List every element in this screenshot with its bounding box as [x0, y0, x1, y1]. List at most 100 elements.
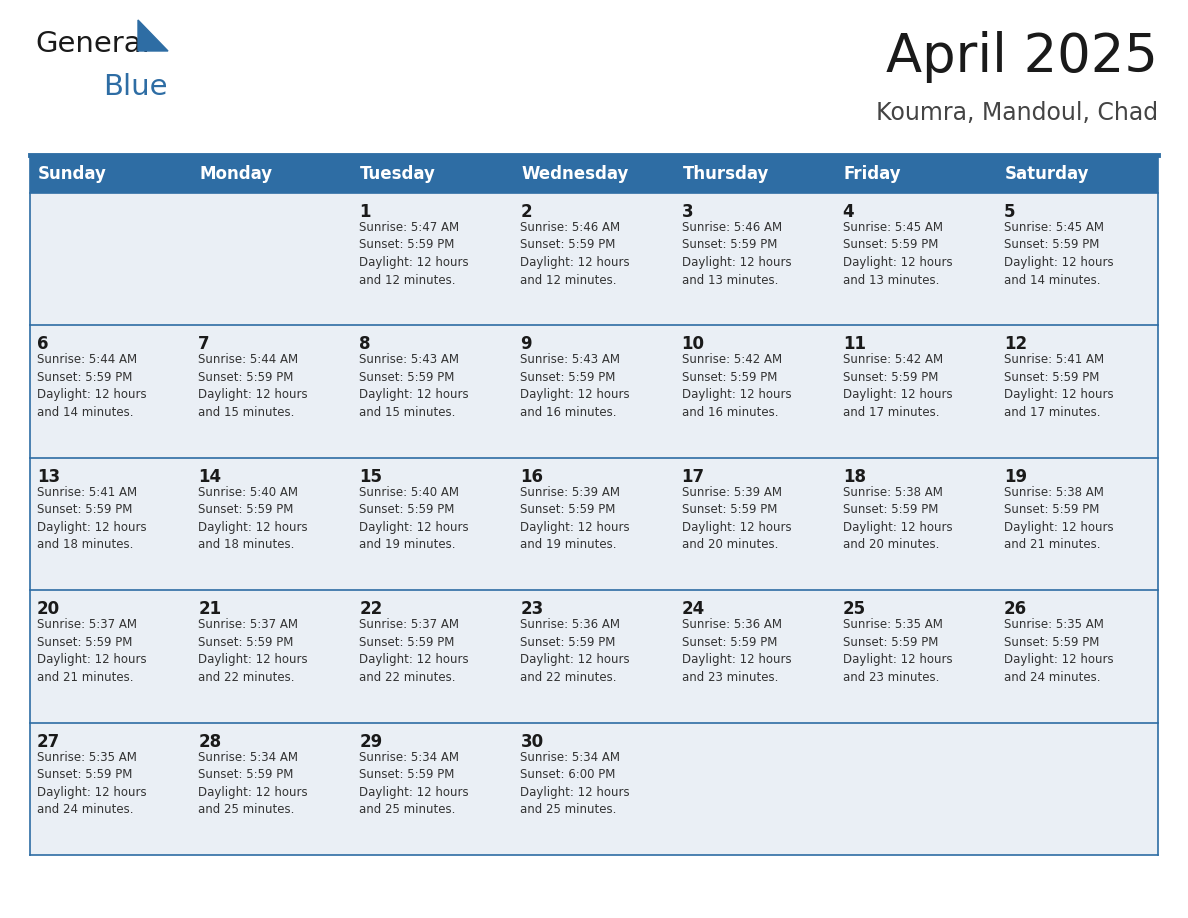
Bar [513, 193, 675, 325]
Bar [191, 458, 353, 590]
Bar [675, 458, 835, 590]
Bar [353, 590, 513, 722]
Bar [353, 155, 513, 193]
Text: 30: 30 [520, 733, 544, 751]
Text: 27: 27 [37, 733, 61, 751]
Bar [835, 325, 997, 458]
Bar [997, 590, 1158, 722]
Bar [353, 458, 513, 590]
Text: 13: 13 [37, 468, 61, 486]
Text: Sunrise: 5:44 AM
Sunset: 5:59 PM
Daylight: 12 hours
and 14 minutes.: Sunrise: 5:44 AM Sunset: 5:59 PM Dayligh… [37, 353, 146, 419]
Text: 4: 4 [842, 203, 854, 221]
Text: 23: 23 [520, 600, 544, 618]
Text: Sunrise: 5:42 AM
Sunset: 5:59 PM
Daylight: 12 hours
and 17 minutes.: Sunrise: 5:42 AM Sunset: 5:59 PM Dayligh… [842, 353, 953, 419]
Text: 10: 10 [682, 335, 704, 353]
Text: 11: 11 [842, 335, 866, 353]
Bar [30, 590, 191, 722]
Bar [513, 590, 675, 722]
Text: Sunrise: 5:35 AM
Sunset: 5:59 PM
Daylight: 12 hours
and 23 minutes.: Sunrise: 5:35 AM Sunset: 5:59 PM Dayligh… [842, 618, 953, 684]
Text: 8: 8 [359, 335, 371, 353]
Text: Blue: Blue [103, 73, 168, 101]
Text: 22: 22 [359, 600, 383, 618]
Bar [30, 155, 191, 193]
Text: April 2025: April 2025 [886, 31, 1158, 83]
Text: Sunrise: 5:41 AM
Sunset: 5:59 PM
Daylight: 12 hours
and 17 minutes.: Sunrise: 5:41 AM Sunset: 5:59 PM Dayligh… [1004, 353, 1113, 419]
Text: Sunrise: 5:38 AM
Sunset: 5:59 PM
Daylight: 12 hours
and 21 minutes.: Sunrise: 5:38 AM Sunset: 5:59 PM Dayligh… [1004, 486, 1113, 552]
Text: 2: 2 [520, 203, 532, 221]
Text: 14: 14 [198, 468, 221, 486]
Bar [997, 325, 1158, 458]
Bar [675, 155, 835, 193]
Text: 12: 12 [1004, 335, 1026, 353]
Text: Sunrise: 5:38 AM
Sunset: 5:59 PM
Daylight: 12 hours
and 20 minutes.: Sunrise: 5:38 AM Sunset: 5:59 PM Dayligh… [842, 486, 953, 552]
Text: 18: 18 [842, 468, 866, 486]
Text: Sunrise: 5:34 AM
Sunset: 6:00 PM
Daylight: 12 hours
and 25 minutes.: Sunrise: 5:34 AM Sunset: 6:00 PM Dayligh… [520, 751, 630, 816]
Text: 25: 25 [842, 600, 866, 618]
Text: Thursday: Thursday [683, 165, 769, 183]
Text: Sunrise: 5:39 AM
Sunset: 5:59 PM
Daylight: 12 hours
and 19 minutes.: Sunrise: 5:39 AM Sunset: 5:59 PM Dayligh… [520, 486, 630, 552]
Bar [997, 155, 1158, 193]
Text: 21: 21 [198, 600, 221, 618]
Text: Sunrise: 5:44 AM
Sunset: 5:59 PM
Daylight: 12 hours
and 15 minutes.: Sunrise: 5:44 AM Sunset: 5:59 PM Dayligh… [198, 353, 308, 419]
Text: 19: 19 [1004, 468, 1026, 486]
Bar [835, 458, 997, 590]
Text: 24: 24 [682, 600, 704, 618]
Text: Koumra, Mandoul, Chad: Koumra, Mandoul, Chad [876, 101, 1158, 125]
Bar [997, 722, 1158, 855]
Text: Sunrise: 5:39 AM
Sunset: 5:59 PM
Daylight: 12 hours
and 20 minutes.: Sunrise: 5:39 AM Sunset: 5:59 PM Dayligh… [682, 486, 791, 552]
Bar [835, 155, 997, 193]
Bar [30, 458, 191, 590]
Text: Sunrise: 5:42 AM
Sunset: 5:59 PM
Daylight: 12 hours
and 16 minutes.: Sunrise: 5:42 AM Sunset: 5:59 PM Dayligh… [682, 353, 791, 419]
Bar [513, 155, 675, 193]
Text: 1: 1 [359, 203, 371, 221]
Bar [30, 193, 191, 325]
Text: Sunrise: 5:35 AM
Sunset: 5:59 PM
Daylight: 12 hours
and 24 minutes.: Sunrise: 5:35 AM Sunset: 5:59 PM Dayligh… [1004, 618, 1113, 684]
Bar [191, 590, 353, 722]
Text: 16: 16 [520, 468, 543, 486]
Text: 26: 26 [1004, 600, 1026, 618]
Text: Sunrise: 5:36 AM
Sunset: 5:59 PM
Daylight: 12 hours
and 22 minutes.: Sunrise: 5:36 AM Sunset: 5:59 PM Dayligh… [520, 618, 630, 684]
Bar [513, 325, 675, 458]
Text: Sunrise: 5:36 AM
Sunset: 5:59 PM
Daylight: 12 hours
and 23 minutes.: Sunrise: 5:36 AM Sunset: 5:59 PM Dayligh… [682, 618, 791, 684]
Bar [513, 458, 675, 590]
Text: 15: 15 [359, 468, 383, 486]
Text: Sunrise: 5:37 AM
Sunset: 5:59 PM
Daylight: 12 hours
and 21 minutes.: Sunrise: 5:37 AM Sunset: 5:59 PM Dayligh… [37, 618, 146, 684]
Text: Tuesday: Tuesday [360, 165, 436, 183]
Text: Sunrise: 5:34 AM
Sunset: 5:59 PM
Daylight: 12 hours
and 25 minutes.: Sunrise: 5:34 AM Sunset: 5:59 PM Dayligh… [198, 751, 308, 816]
Bar [675, 590, 835, 722]
Text: Friday: Friday [843, 165, 902, 183]
Text: Sunrise: 5:34 AM
Sunset: 5:59 PM
Daylight: 12 hours
and 25 minutes.: Sunrise: 5:34 AM Sunset: 5:59 PM Dayligh… [359, 751, 469, 816]
Text: Sunrise: 5:43 AM
Sunset: 5:59 PM
Daylight: 12 hours
and 16 minutes.: Sunrise: 5:43 AM Sunset: 5:59 PM Dayligh… [520, 353, 630, 419]
Bar [675, 325, 835, 458]
Text: Monday: Monday [200, 165, 272, 183]
Bar [675, 193, 835, 325]
Bar [997, 193, 1158, 325]
Text: Sunrise: 5:45 AM
Sunset: 5:59 PM
Daylight: 12 hours
and 14 minutes.: Sunrise: 5:45 AM Sunset: 5:59 PM Dayligh… [1004, 221, 1113, 286]
Bar [353, 722, 513, 855]
Bar [30, 722, 191, 855]
Text: Sunrise: 5:37 AM
Sunset: 5:59 PM
Daylight: 12 hours
and 22 minutes.: Sunrise: 5:37 AM Sunset: 5:59 PM Dayligh… [359, 618, 469, 684]
Bar [835, 722, 997, 855]
Bar [835, 590, 997, 722]
Text: 5: 5 [1004, 203, 1016, 221]
Text: Sunday: Sunday [38, 165, 107, 183]
Bar [191, 193, 353, 325]
Text: Wednesday: Wednesday [522, 165, 628, 183]
Text: General: General [34, 30, 150, 58]
Polygon shape [138, 20, 168, 51]
Bar [191, 325, 353, 458]
Text: Sunrise: 5:35 AM
Sunset: 5:59 PM
Daylight: 12 hours
and 24 minutes.: Sunrise: 5:35 AM Sunset: 5:59 PM Dayligh… [37, 751, 146, 816]
Text: 17: 17 [682, 468, 704, 486]
Bar [30, 325, 191, 458]
Text: 9: 9 [520, 335, 532, 353]
Text: Sunrise: 5:47 AM
Sunset: 5:59 PM
Daylight: 12 hours
and 12 minutes.: Sunrise: 5:47 AM Sunset: 5:59 PM Dayligh… [359, 221, 469, 286]
Bar [353, 193, 513, 325]
Bar [191, 722, 353, 855]
Bar [997, 458, 1158, 590]
Bar [513, 722, 675, 855]
Text: Sunrise: 5:43 AM
Sunset: 5:59 PM
Daylight: 12 hours
and 15 minutes.: Sunrise: 5:43 AM Sunset: 5:59 PM Dayligh… [359, 353, 469, 419]
Text: Sunrise: 5:45 AM
Sunset: 5:59 PM
Daylight: 12 hours
and 13 minutes.: Sunrise: 5:45 AM Sunset: 5:59 PM Dayligh… [842, 221, 953, 286]
Text: Sunrise: 5:46 AM
Sunset: 5:59 PM
Daylight: 12 hours
and 13 minutes.: Sunrise: 5:46 AM Sunset: 5:59 PM Dayligh… [682, 221, 791, 286]
Text: 29: 29 [359, 733, 383, 751]
Text: Sunrise: 5:46 AM
Sunset: 5:59 PM
Daylight: 12 hours
and 12 minutes.: Sunrise: 5:46 AM Sunset: 5:59 PM Dayligh… [520, 221, 630, 286]
